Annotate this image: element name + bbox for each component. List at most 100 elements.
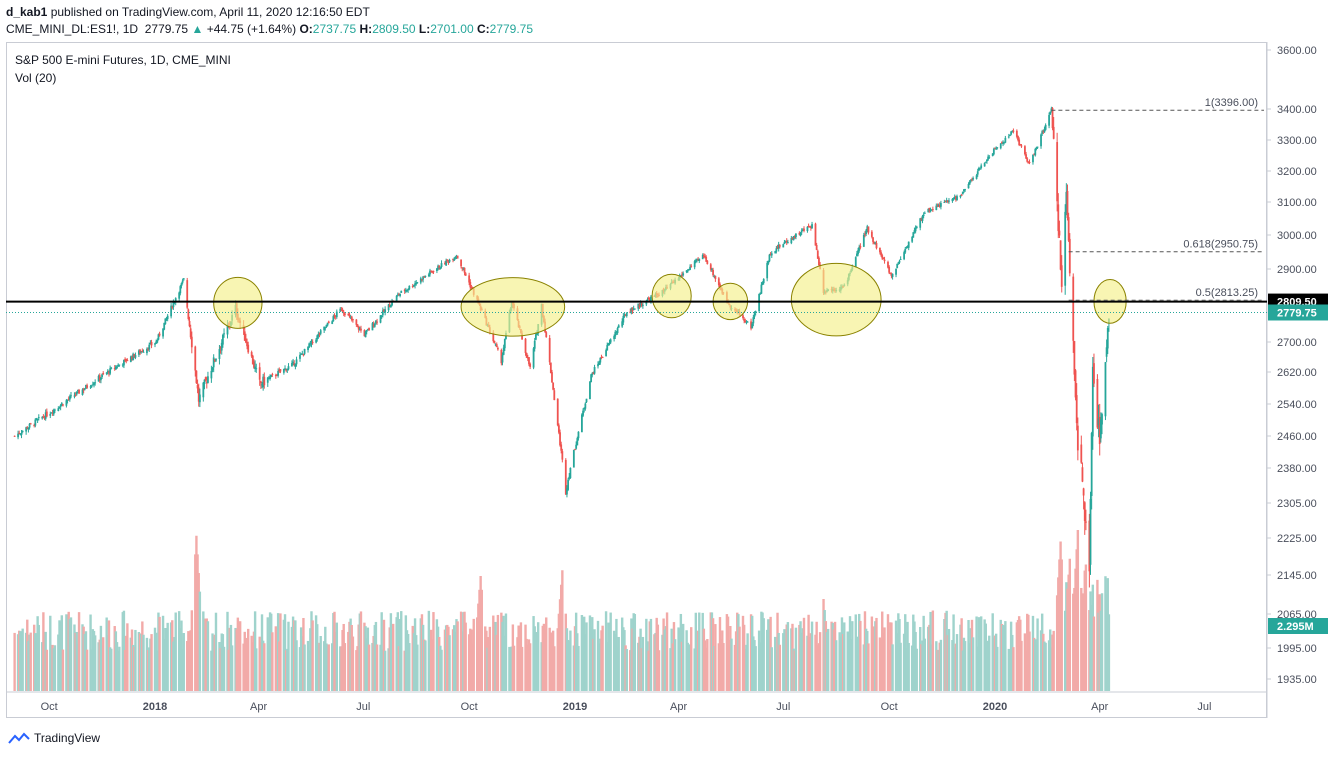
candle-body [521, 333, 523, 340]
candle-body [809, 227, 812, 229]
candle-body [203, 379, 206, 384]
candle-body [340, 309, 343, 311]
candle [951, 197, 954, 203]
candle [342, 309, 345, 317]
volume-bar [923, 638, 927, 691]
candle-body [108, 371, 110, 374]
candle [381, 307, 384, 318]
candle [782, 243, 785, 248]
tradingview-footer[interactable]: TradingView [8, 731, 100, 745]
last-price-tag-text: 2779.75 [1277, 307, 1317, 319]
volume-legend[interactable]: Vol (20) [15, 71, 57, 85]
candle-body [769, 253, 772, 255]
candle-body [808, 226, 811, 228]
candle-body [996, 147, 999, 149]
candles-layer [13, 106, 1110, 588]
publisher-name[interactable]: d_kab1 [6, 5, 48, 19]
candle [78, 388, 80, 394]
candle-body [372, 324, 375, 327]
volume-bar [625, 649, 628, 691]
candle-body [760, 284, 763, 294]
candle-body [105, 372, 108, 374]
candle-body [959, 195, 962, 198]
candle [753, 311, 756, 320]
candle [945, 197, 948, 203]
candle-body [923, 212, 926, 214]
candle [187, 308, 190, 321]
candle [858, 244, 861, 253]
candle-body [698, 258, 701, 262]
candle [770, 251, 773, 259]
candle [259, 380, 262, 389]
candle [1010, 131, 1013, 136]
candle [693, 259, 696, 270]
candle-body [406, 289, 408, 291]
volume-bar [255, 648, 258, 691]
candle [572, 449, 575, 468]
volume-bar [110, 648, 113, 691]
candle [864, 231, 866, 238]
candle-body [163, 322, 166, 330]
candle [1025, 151, 1027, 160]
candle-body [141, 350, 144, 352]
candle [331, 320, 334, 325]
candle [1043, 126, 1046, 133]
candle-body [205, 382, 208, 384]
candle [608, 339, 611, 346]
volume-bar [1028, 631, 1031, 691]
volume-layer [13, 530, 1111, 691]
candle [324, 326, 327, 331]
candle [126, 358, 129, 362]
volume-bar [440, 649, 443, 691]
candle-body [940, 203, 942, 207]
candle-body [714, 275, 717, 280]
candle-body [118, 364, 121, 366]
candle [384, 306, 387, 316]
candle-body [946, 200, 949, 203]
candle [221, 333, 224, 348]
candle [133, 353, 136, 359]
candle-body [1096, 379, 1099, 428]
candle [25, 426, 28, 435]
candle [408, 285, 411, 291]
candle [85, 384, 87, 389]
volume-bar [53, 645, 57, 691]
volume-bar [899, 642, 902, 691]
candle-body [389, 305, 392, 308]
chart-legend-title[interactable]: S&P 500 E-mini Futures, 1D, CME_MINI [15, 53, 231, 67]
candle-body [915, 226, 918, 229]
candle [865, 228, 868, 237]
candle [90, 384, 93, 389]
candle-body [86, 385, 89, 388]
candle [1067, 212, 1070, 243]
candle-body [452, 258, 454, 260]
candle [108, 370, 110, 377]
candle-body [1076, 425, 1079, 451]
candle-body [921, 215, 924, 221]
volume-bar [1107, 614, 1111, 691]
candle-body [431, 271, 434, 273]
candle [778, 244, 781, 249]
candle-body [685, 270, 688, 273]
candle-body [68, 396, 71, 400]
candle-body [994, 148, 996, 150]
candle [800, 228, 803, 235]
candle-body [696, 259, 698, 261]
candle-body [911, 236, 914, 242]
candle-body [396, 294, 399, 296]
candle [155, 339, 158, 345]
candle [889, 272, 892, 275]
candle [556, 398, 559, 427]
candle-body [786, 242, 789, 244]
candle-body [576, 438, 579, 446]
candle [1027, 161, 1030, 164]
candle-body [379, 315, 382, 323]
volume-bar [818, 632, 822, 691]
volume-bar [585, 622, 588, 691]
candle-body [648, 298, 651, 302]
volume-bar [416, 644, 419, 691]
candle-body [895, 268, 897, 275]
candle-body [952, 198, 955, 200]
candle [745, 320, 748, 325]
